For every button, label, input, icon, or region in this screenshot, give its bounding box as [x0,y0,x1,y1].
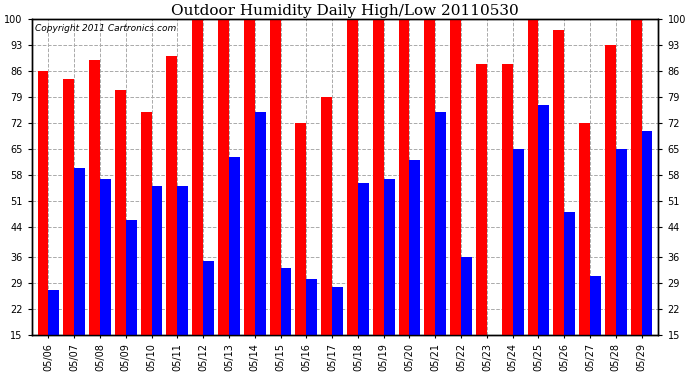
Bar [270,20,281,375]
Bar [152,186,162,375]
Bar [126,220,137,375]
Bar [631,20,642,375]
Bar [409,160,420,375]
Bar [399,20,409,375]
Bar [461,257,472,375]
Bar [63,79,74,375]
Bar [322,98,332,375]
Bar [229,157,239,375]
Bar [590,276,601,375]
Bar [502,64,513,375]
Bar [295,123,306,375]
Text: Copyright 2011 Cartronics.com: Copyright 2011 Cartronics.com [34,24,176,33]
Bar [218,20,229,375]
Bar [564,213,575,375]
Bar [166,57,177,375]
Bar [487,335,497,375]
Bar [100,179,111,375]
Bar [553,30,564,375]
Bar [538,105,549,375]
Bar [177,186,188,375]
Bar [115,90,126,375]
Bar [476,64,487,375]
Bar [384,179,395,375]
Bar [89,60,100,375]
Bar [373,20,384,375]
Bar [579,123,590,375]
Bar [605,45,616,375]
Bar [332,287,343,375]
Bar [141,112,152,375]
Bar [424,20,435,375]
Bar [306,279,317,375]
Bar [358,183,368,375]
Bar [451,20,461,375]
Title: Outdoor Humidity Daily High/Low 20110530: Outdoor Humidity Daily High/Low 20110530 [171,4,519,18]
Bar [347,20,358,375]
Bar [616,149,627,375]
Bar [281,268,291,375]
Bar [37,71,48,375]
Bar [435,112,446,375]
Bar [513,149,524,375]
Bar [244,20,255,375]
Bar [203,261,214,375]
Bar [48,291,59,375]
Bar [528,20,538,375]
Bar [193,20,203,375]
Bar [255,112,266,375]
Bar [642,131,653,375]
Bar [74,168,85,375]
